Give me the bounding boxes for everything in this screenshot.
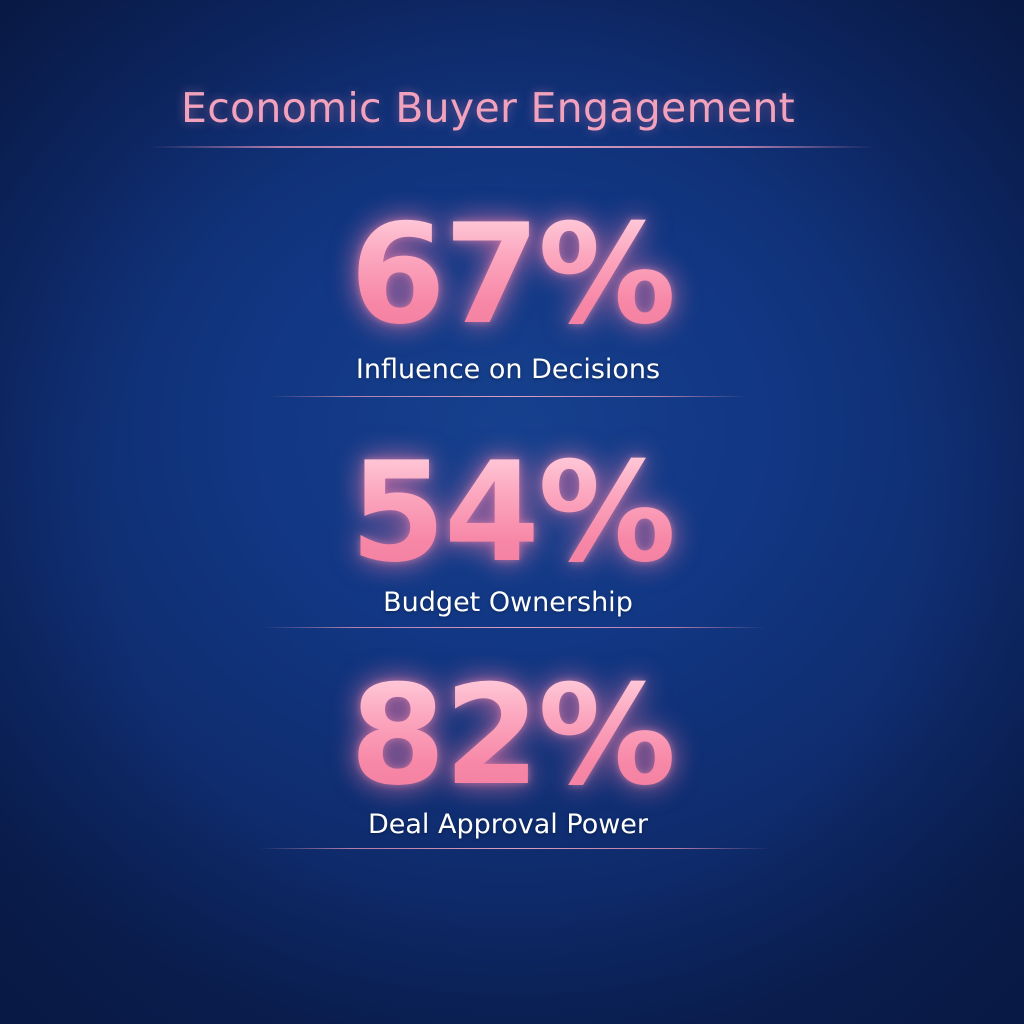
stat-label-approval: Deal Approval Power [367,809,649,840]
page-title: Economic Buyer Engagement [180,84,795,132]
stat-value-budget: 54% [0,444,1024,582]
stat-value-influence: 67% [0,206,1024,344]
stat-label-influence: Influence on Decisions [355,354,661,385]
stat-divider [268,396,748,397]
stat-label-budget: Budget Ownership [383,587,633,618]
stat-divider [258,848,770,849]
title-divider [150,146,874,148]
stat-value-approval: 82% [0,667,1024,805]
stat-divider [262,627,766,628]
